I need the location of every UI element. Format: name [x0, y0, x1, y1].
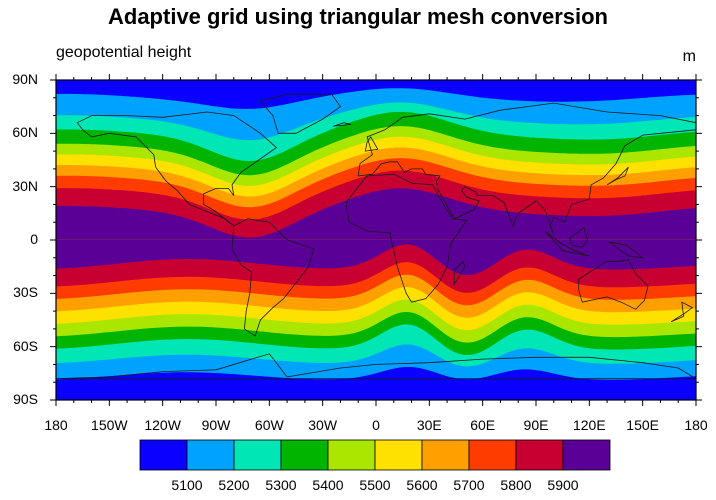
colorbar-box [233, 439, 282, 471]
colorbar-label: 5700 [453, 477, 485, 493]
lat-tick-label: 90N [12, 71, 38, 87]
coastline-11 [364, 136, 379, 152]
coastline-0 [76, 111, 278, 227]
colorbar-label: 5900 [547, 477, 579, 493]
coastline-8 [569, 226, 589, 248]
coastline-1 [259, 93, 341, 134]
colorbar-box [186, 439, 235, 471]
colorbar-label: 5100 [171, 477, 203, 493]
coastline-5 [578, 259, 649, 310]
axis-ticks [50, 74, 702, 406]
lat-tick-label: 30S [13, 284, 38, 301]
colorbar-box [421, 439, 470, 471]
lon-tick-label: 150W [91, 417, 128, 433]
lat-tick-label: 60N [12, 124, 38, 141]
colorbar-label: 5800 [500, 477, 532, 493]
coastline-9 [608, 241, 645, 259]
coastline-14 [453, 260, 466, 286]
colorbar-box [468, 439, 517, 471]
colorbar [139, 439, 611, 471]
colorbar-label: 5400 [312, 477, 344, 493]
lon-tick-label: 180 [684, 417, 708, 433]
colorbar-box [562, 439, 611, 471]
lat-tick-label: 60S [13, 337, 38, 354]
lat-tick-label: 90S [13, 391, 38, 407]
colorbar-box [327, 439, 376, 471]
lon-tick-label: 90W [201, 417, 231, 433]
lon-tick-label: 30E [416, 417, 442, 433]
coastline-2 [231, 218, 315, 337]
colorbar-label: 5600 [406, 477, 438, 493]
chart-title: Adaptive grid using triangular mesh conv… [108, 4, 608, 29]
colorbar-box [374, 439, 423, 471]
lon-tick-label: 90E [523, 417, 549, 433]
contour-fill [56, 80, 696, 400]
lon-tick-label: 60E [470, 417, 496, 433]
lon-tick-label: 30W [308, 417, 338, 433]
units-label: m [682, 48, 696, 65]
coastline-6 [56, 353, 696, 380]
colorbar-box [139, 439, 188, 471]
colorbar-label: 5200 [218, 477, 250, 493]
coastlines [56, 93, 696, 380]
coastline-3 [345, 173, 468, 303]
lat-tick-label: 30N [12, 177, 38, 194]
colorbar-box [515, 439, 564, 471]
variable-label: geopotential height [56, 44, 192, 61]
lat-tick-label: 0 [30, 231, 38, 247]
coastline-4 [357, 102, 696, 235]
colorbar-label: 5500 [359, 477, 391, 493]
lon-tick-label: 120W [144, 417, 181, 433]
band-north-9 [56, 188, 696, 241]
lon-tick-label: 120E [572, 417, 606, 433]
lon-tick-label: 150E [626, 417, 659, 433]
lon-tick-label: 60W [254, 417, 284, 433]
colorbar-label: 5300 [265, 477, 297, 493]
lon-tick-label: 0 [372, 417, 380, 433]
band-south-9 [56, 239, 696, 275]
coastline-12 [333, 122, 352, 127]
coastline-13 [670, 301, 694, 323]
lon-tick-label: 180 [44, 417, 68, 433]
colorbar-box [280, 439, 329, 471]
coastline-7 [544, 230, 590, 257]
coastline-10 [606, 166, 629, 186]
